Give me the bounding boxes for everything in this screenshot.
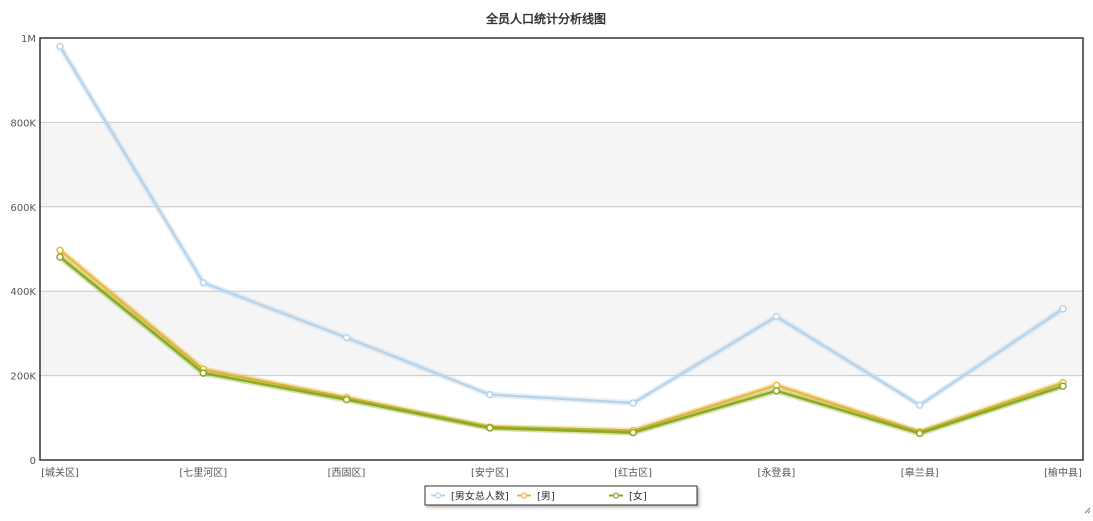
plot-band: [40, 291, 1083, 376]
resize-grip-icon[interactable]: [1084, 507, 1091, 514]
legend-swatch-marker: [612, 492, 620, 499]
data-point[interactable]: [56, 246, 64, 255]
series-line: [59, 249, 1064, 433]
series-1: [56, 42, 1067, 409]
data-point[interactable]: [342, 395, 351, 404]
x-tick-label: [安宁区]: [471, 466, 509, 479]
data-point[interactable]: [199, 279, 208, 287]
data-point[interactable]: [1059, 305, 1067, 313]
series-line: [58, 45, 1064, 407]
legend-swatch-marker: [520, 492, 528, 499]
data-point[interactable]: [629, 399, 637, 407]
x-tick-label: [红古区]: [614, 466, 652, 479]
legend-item[interactable]: [女]: [609, 490, 647, 503]
data-point[interactable]: [772, 312, 781, 321]
series-line: [59, 256, 1064, 435]
legend-box: [424, 485, 698, 506]
plot-band: [40, 122, 1083, 207]
data-point[interactable]: [1059, 382, 1067, 390]
data-point[interactable]: [772, 387, 781, 395]
legend-item[interactable]: [男女总人数]: [431, 490, 509, 503]
legend: [男女总人数] [男] [女]: [424, 485, 698, 506]
x-tick-label: [榆中县]: [1044, 466, 1082, 479]
y-tick-label: 0: [30, 456, 36, 467]
chart-title: 全员人口统计分析线图: [485, 11, 606, 26]
legend-label: [男女总人数]: [451, 490, 509, 503]
y-tick-label: 800K: [10, 118, 36, 129]
legend-label: [女]: [629, 490, 647, 503]
legend-swatch-marker: [434, 492, 442, 499]
data-point[interactable]: [486, 390, 494, 399]
y-tick-label: 200K: [10, 372, 36, 383]
data-point[interactable]: [629, 428, 637, 437]
data-point[interactable]: [56, 42, 64, 51]
plot-bands: [40, 122, 1083, 376]
data-point[interactable]: [486, 424, 494, 432]
y-axis: 0 200K 400K 600K 800K 1M: [10, 34, 36, 467]
y-tick-label: 600K: [10, 203, 36, 214]
data-point[interactable]: [915, 429, 924, 438]
data-point[interactable]: [342, 333, 351, 342]
x-tick-label: [七里河区]: [179, 467, 227, 479]
x-tick-label: [永登县]: [758, 466, 796, 479]
y-tick-label: 400K: [10, 287, 36, 298]
x-tick-label: [城关区]: [41, 466, 79, 479]
x-tick-label: [西固区]: [328, 467, 366, 479]
data-point[interactable]: [915, 401, 924, 409]
legend-label: [男]: [537, 491, 555, 503]
x-axis: [城关区] [七里河区] [西固区] [安宁区] [红古区] [永登县] [皋兰县] [榆中县…: [41, 466, 1082, 479]
data-point[interactable]: [56, 253, 64, 261]
legend-item[interactable]: [男]: [517, 491, 555, 503]
x-tick-label: [皋兰县]: [901, 466, 939, 479]
series-layer: [56, 42, 1067, 438]
data-point[interactable]: [199, 369, 208, 377]
plot-frame: [39, 37, 1084, 461]
series-3: [56, 253, 1067, 438]
y-tick-label: 1M: [21, 34, 36, 45]
